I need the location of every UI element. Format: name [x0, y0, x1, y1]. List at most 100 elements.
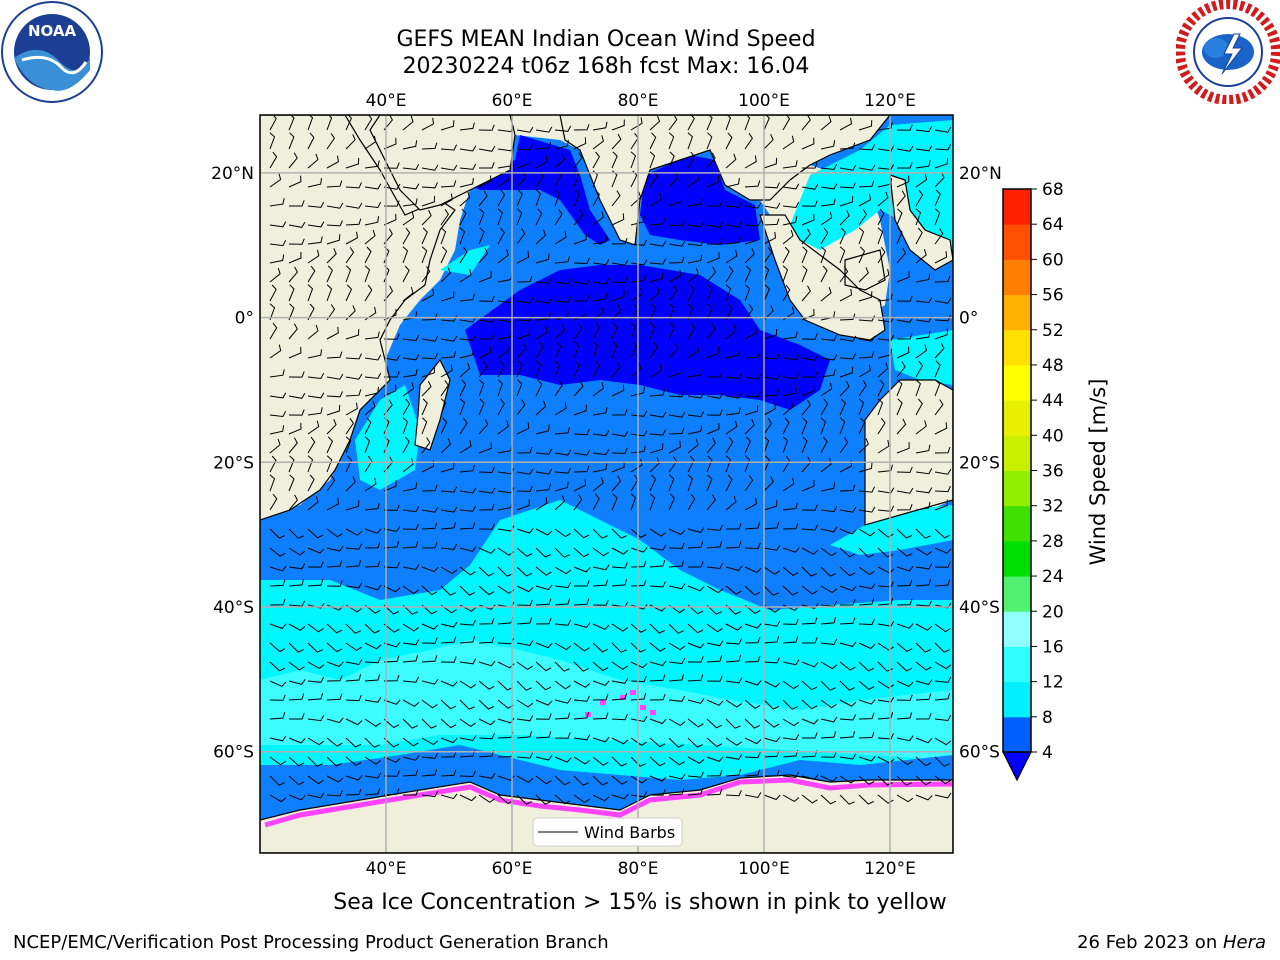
- wind-barb: [535, 312, 552, 321]
- wind-barb: [573, 449, 591, 456]
- wind-barb: [516, 171, 527, 188]
- wind-barb: [649, 660, 667, 667]
- wind-barb: [706, 585, 724, 594]
- wind-barb: [687, 132, 693, 150]
- wind-barb: [288, 152, 298, 169]
- wind-barb: [725, 737, 742, 746]
- wind-barb: [554, 278, 572, 285]
- wind-barb: [896, 756, 913, 766]
- wind-barb: [896, 247, 907, 264]
- wind-barb: [649, 718, 667, 725]
- wind-barb: [364, 541, 381, 549]
- wind-barb: [763, 620, 781, 627]
- wind-barb: [421, 335, 439, 342]
- wind-barb: [706, 623, 723, 633]
- wind-barb: [269, 661, 286, 672]
- wind-barb: [839, 266, 849, 283]
- wind-barb: [934, 579, 951, 587]
- wind-barb: [896, 227, 903, 245]
- wind-barb: [592, 493, 600, 511]
- wind-barb: [269, 712, 286, 720]
- wind-barb: [611, 119, 625, 131]
- sea-ice-patch: [600, 700, 606, 705]
- ocean-wind-8-16: [260, 120, 953, 800]
- wind-barb: [801, 213, 815, 226]
- wind-barb: [288, 221, 306, 228]
- wind-barb: [364, 737, 380, 748]
- wind-barb: [497, 126, 515, 133]
- wind-barb: [573, 124, 590, 131]
- wind-barb: [345, 623, 361, 634]
- wind-barb: [915, 775, 932, 786]
- wind-barb: [877, 293, 893, 302]
- wind-barb: [459, 177, 474, 188]
- wind-barb: [630, 775, 648, 784]
- wind-barb: [801, 480, 815, 492]
- wind-barb: [877, 794, 894, 804]
- footer-branch: NCEP/EMC/Verification Post Processing Pr…: [13, 932, 609, 953]
- wind-barb: [706, 238, 723, 245]
- wind-barb: [801, 699, 818, 710]
- wind-barb: [744, 769, 761, 777]
- wind-barb: [326, 717, 344, 724]
- wind-barb: [744, 737, 762, 745]
- wind-barb: [535, 379, 543, 397]
- wind-barb: [782, 201, 800, 209]
- wind-barb: [440, 351, 457, 359]
- wind-barb: [383, 183, 401, 190]
- wind-barb: [763, 699, 780, 710]
- wind-barb: [820, 354, 838, 361]
- wind-barb: [326, 545, 344, 552]
- wind-barb: [763, 133, 774, 150]
- colorbar-extend-min: [1002, 751, 1032, 782]
- wind-barb: [668, 270, 682, 283]
- wind-barb: [459, 440, 472, 454]
- wind-barb: [858, 566, 875, 576]
- wind-barb: [573, 152, 583, 169]
- wind-barb: [611, 190, 621, 207]
- wind-barb: [839, 699, 857, 707]
- wind-barb: [915, 642, 932, 653]
- wind-barb: [592, 775, 609, 786]
- wind-barb: [364, 135, 377, 150]
- wind-barb: [649, 544, 667, 551]
- wind-barb: [896, 346, 910, 359]
- wind-barb: [649, 286, 660, 302]
- wind-barb: [934, 602, 952, 609]
- wind-barb: [611, 713, 628, 721]
- wind-barb: [668, 195, 682, 207]
- wind-barb: [592, 135, 604, 150]
- wind-barb: [573, 233, 587, 245]
- wind-barb: [934, 228, 944, 245]
- wind-barb: [744, 718, 761, 729]
- wind-barb: [573, 479, 587, 492]
- wind-barb: [516, 617, 533, 625]
- wind-barb: [744, 655, 761, 663]
- lon-tick-top: 60°E: [492, 91, 533, 111]
- sea-ice: [264, 777, 953, 828]
- wind-barb: [307, 349, 323, 359]
- wind-barb: [383, 756, 401, 763]
- wind-barb: [535, 584, 553, 591]
- wind-barb: [478, 398, 485, 416]
- wind-barb: [307, 392, 325, 399]
- wind-barb: [421, 366, 435, 378]
- wind-barb: [820, 369, 836, 378]
- wind-barb: [801, 285, 812, 302]
- wind-barb: [687, 369, 703, 378]
- wind-barb: [554, 547, 570, 558]
- wind-barb: [440, 621, 458, 628]
- wind-barb: [687, 268, 699, 283]
- wind-barb: [554, 255, 571, 264]
- wind-barb: [877, 696, 895, 703]
- wind-barb: [269, 198, 285, 207]
- wind-barb: [269, 493, 278, 511]
- wind-barb: [535, 189, 542, 207]
- wind-barb: [421, 655, 438, 663]
- wind-barb: [877, 581, 894, 588]
- wind-barb: [688, 561, 704, 568]
- wind-barb: [611, 578, 628, 587]
- wind-barb: [896, 295, 913, 302]
- wind-barb: [345, 231, 358, 245]
- wind-barb: [687, 240, 705, 247]
